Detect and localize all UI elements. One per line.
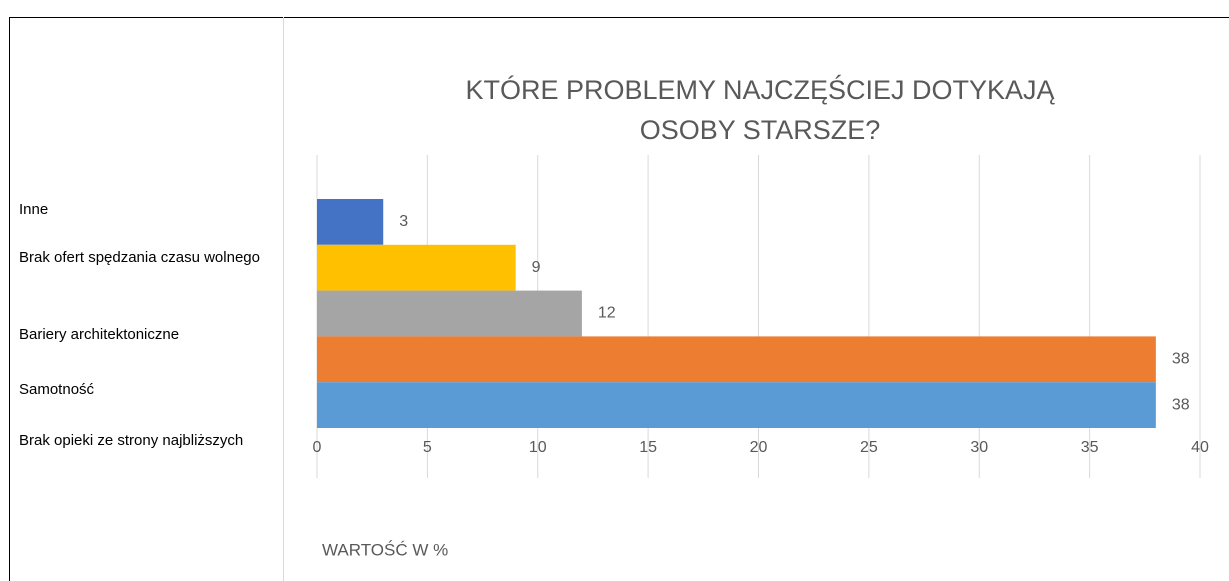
data-label: 12	[598, 305, 616, 322]
category-label: Brak opieki ze strony najbliższych	[19, 432, 244, 449]
x-tick-label: 30	[970, 439, 988, 456]
category-label: Brak ofert spędzania czasu wolnego	[19, 249, 260, 266]
bar	[317, 382, 1156, 428]
bar	[317, 336, 1156, 383]
chart-title: OSOBY STARSZE?	[640, 115, 881, 145]
x-tick-label: 25	[860, 439, 878, 456]
bar	[317, 199, 384, 245]
category-label: Bariery architektoniczne	[19, 326, 180, 343]
x-tick-label: 40	[1191, 439, 1209, 456]
axis-title: WARTOŚĆ W %	[322, 540, 448, 559]
category-label: Inne	[19, 201, 49, 218]
chart-title: KTÓRE PROBLEMY NAJCZĘŚCIEJ DOTYKAJĄ	[465, 73, 1055, 105]
x-tick-label: 0	[313, 439, 322, 456]
x-tick-label: 10	[529, 439, 547, 456]
data-label: 9	[532, 259, 541, 276]
category-label: Samotność	[19, 381, 95, 398]
frame	[9, 17, 1229, 581]
data-label: 38	[1172, 351, 1190, 368]
data-label: 3	[399, 213, 408, 230]
data-label: 38	[1172, 396, 1190, 413]
bar	[317, 290, 582, 337]
bar	[317, 244, 516, 291]
x-tick-label: 35	[1081, 439, 1099, 456]
x-tick-label: 5	[423, 439, 432, 456]
x-tick-label: 20	[750, 439, 768, 456]
x-tick-label: 15	[639, 439, 657, 456]
